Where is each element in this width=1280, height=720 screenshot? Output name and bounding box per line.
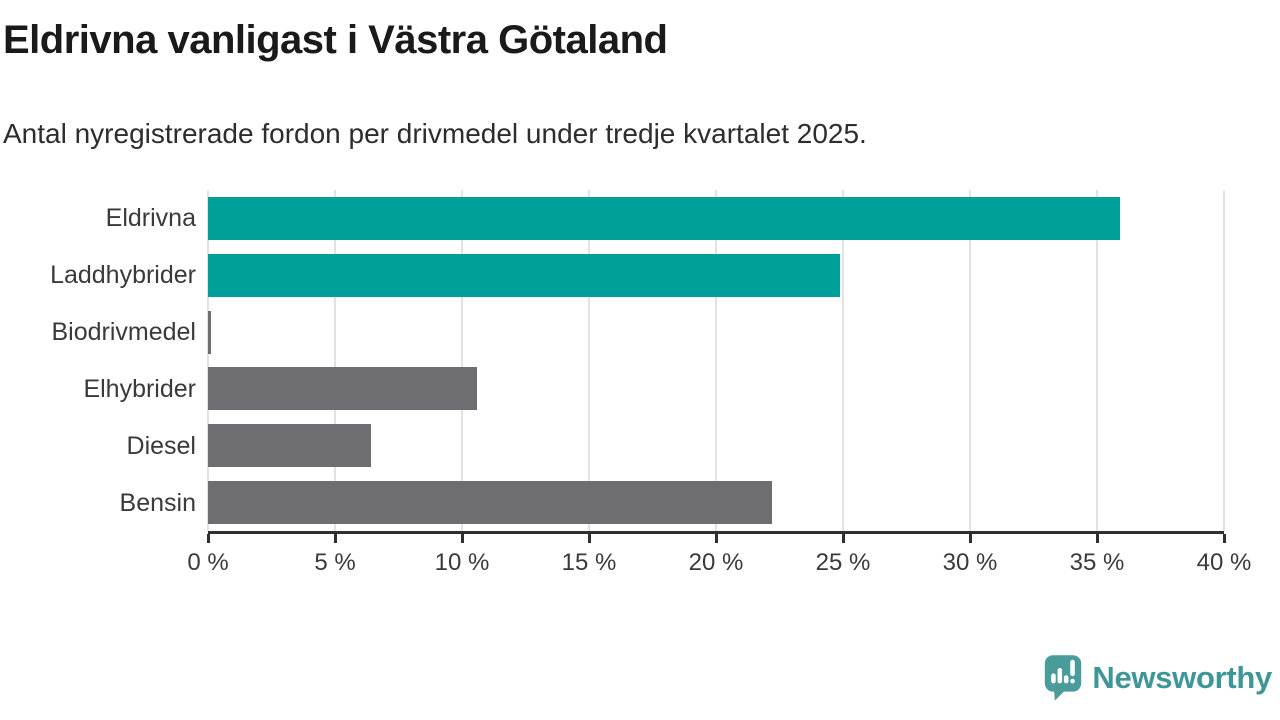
bar-elhybrider [208, 367, 478, 411]
x-axis-tick [460, 534, 464, 543]
x-axis-tick [1095, 534, 1099, 543]
x-axis-tick-label: 20 % [688, 549, 744, 576]
category-label: Elhybrider [83, 374, 196, 403]
bar-laddhybrider [208, 253, 841, 297]
x-axis-tick [968, 534, 972, 543]
gridline [207, 190, 209, 531]
bar-bensin [208, 481, 772, 525]
category-label: Bensin [119, 488, 196, 517]
plot-area [207, 190, 1225, 534]
x-axis-tick-label: 0 % [187, 549, 229, 576]
category-label: Biodrivmedel [51, 318, 196, 347]
x-axis-tick-label: 35 % [1069, 549, 1125, 576]
x-axis-tick [333, 534, 337, 543]
bar-diesel [208, 424, 371, 468]
category-label: Laddhybrider [50, 261, 196, 290]
gridline [969, 190, 971, 531]
gridline [334, 190, 336, 531]
x-axis-tick-label: 5 % [314, 549, 356, 576]
x-axis-tick-label: 10 % [434, 549, 490, 576]
x-axis-tick-label: 25 % [815, 549, 871, 576]
x-axis-tick [206, 534, 210, 543]
x-axis-tick-label: 30 % [942, 549, 998, 576]
x-axis-tick [714, 534, 718, 543]
chart-title: Eldrivna vanligast i Västra Götaland [3, 18, 668, 62]
gridline [588, 190, 590, 531]
bar-eldrivna [208, 196, 1120, 240]
x-axis-tick [587, 534, 591, 543]
gridline [842, 190, 844, 531]
x-axis-tick [841, 534, 845, 543]
newsworthy-logo-text: Newsworthy [1092, 659, 1272, 695]
gridline [1096, 190, 1098, 531]
gridline [715, 190, 717, 531]
gridline [461, 190, 463, 531]
category-label: Eldrivna [105, 204, 196, 233]
x-axis-tick [1222, 534, 1226, 543]
gridline [1223, 190, 1225, 531]
newsworthy-logo: Newsworthy [1043, 653, 1272, 702]
chart-subtitle: Antal nyregistrerade fordon per drivmede… [3, 118, 867, 149]
category-label: Diesel [126, 431, 196, 460]
bar-biodrivmedel [208, 310, 211, 354]
newsworthy-logo-icon [1045, 655, 1082, 701]
x-axis-tick-label: 40 % [1196, 549, 1252, 576]
x-axis-tick-label: 15 % [561, 549, 617, 576]
